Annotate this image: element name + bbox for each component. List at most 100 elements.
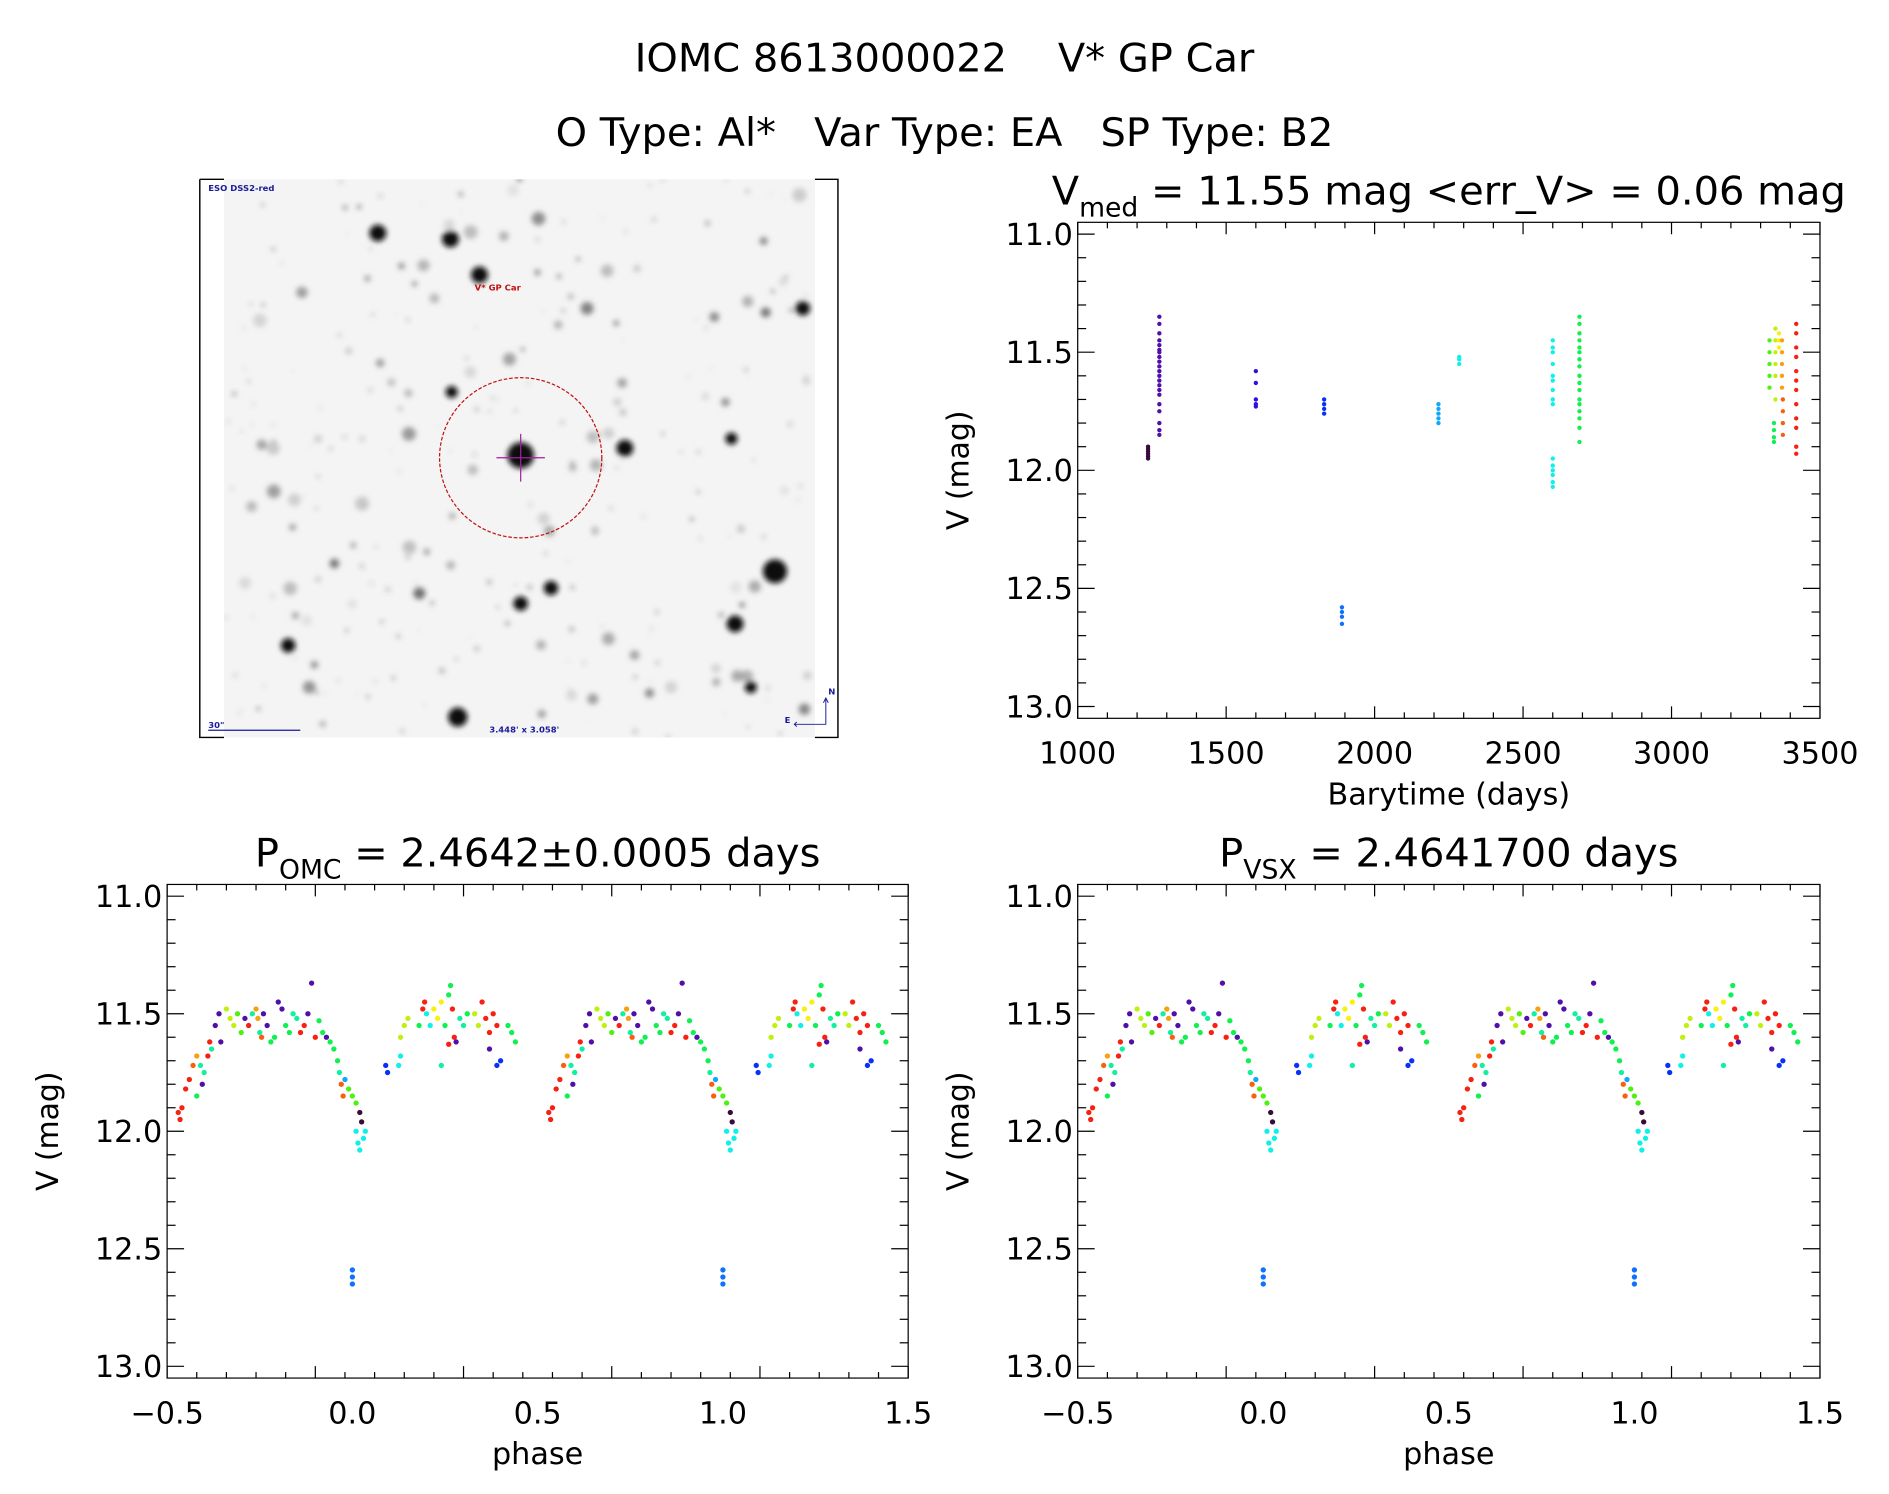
data-point [657, 1029, 663, 1036]
data-point [698, 1039, 704, 1045]
data-point [1577, 425, 1582, 430]
data-point [664, 1015, 670, 1022]
data-point [805, 1015, 811, 1022]
data-point [1110, 1081, 1116, 1087]
data-point [1253, 380, 1259, 386]
data-point [1635, 1128, 1641, 1134]
title-sub: OMC [279, 855, 342, 886]
data-point [1761, 999, 1767, 1005]
data-point [1524, 1015, 1530, 1022]
data-point [1141, 1022, 1148, 1029]
data-point [1157, 331, 1162, 336]
data-point [1208, 1029, 1214, 1036]
data-point [1618, 1069, 1625, 1076]
y-tick-label: 12.0 [1005, 454, 1072, 489]
data-point [1735, 1039, 1741, 1045]
data-point [1271, 1135, 1278, 1141]
data-point [1115, 1053, 1122, 1059]
data-point [1679, 1053, 1686, 1059]
data-point [1134, 1006, 1140, 1012]
data-point [479, 999, 485, 1005]
data-point [1104, 1093, 1111, 1099]
data-point [1641, 1119, 1647, 1125]
data-point [1769, 1046, 1775, 1052]
data-point [1097, 1076, 1103, 1083]
data-point [1345, 1015, 1352, 1022]
data-point [1157, 420, 1162, 426]
data-point [486, 1046, 493, 1052]
data-point [1527, 1022, 1534, 1029]
data-point [416, 1022, 422, 1029]
data-point [358, 1119, 365, 1125]
data-point [1780, 432, 1786, 438]
data-point [1794, 321, 1799, 327]
data-point [553, 1086, 559, 1092]
data-point [1776, 1022, 1782, 1029]
data-point [320, 1029, 326, 1036]
data-point [568, 1062, 574, 1069]
data-point [1757, 1022, 1764, 1029]
data-point [1145, 1011, 1151, 1017]
data-point [1746, 1011, 1753, 1017]
data-point [1613, 1046, 1619, 1052]
data-point [1119, 1046, 1125, 1052]
data-point [447, 982, 454, 989]
data-point [820, 1006, 826, 1012]
data-point [1631, 1267, 1638, 1273]
data-point [1550, 402, 1555, 407]
data-point [1568, 1029, 1574, 1036]
x-tick-label: 1.0 [1610, 1397, 1658, 1432]
x-axis-label: Barytime (days) [1328, 778, 1571, 813]
data-point [349, 1267, 356, 1273]
data-point [1546, 1022, 1552, 1029]
data-point [1423, 1039, 1430, 1045]
data-point [464, 1011, 470, 1017]
data-point [1577, 373, 1582, 378]
data-point [709, 1081, 715, 1087]
data-point [818, 982, 824, 989]
data-point [1550, 479, 1555, 485]
data-point [586, 1011, 593, 1017]
data-point [1253, 1076, 1259, 1083]
data-point [1483, 1069, 1489, 1076]
data-point [1773, 373, 1778, 378]
data-point [1577, 409, 1582, 414]
data-point [675, 1011, 682, 1017]
data-point [1157, 409, 1162, 414]
data-point [638, 1039, 645, 1045]
y-tick-label: 12.0 [95, 1115, 162, 1150]
data-point [812, 1022, 819, 1029]
star-field [224, 179, 812, 738]
data-point [1794, 451, 1799, 456]
data-point [723, 1128, 730, 1134]
data-point [1357, 992, 1363, 998]
data-point [1321, 397, 1327, 402]
data-point [1160, 1011, 1166, 1017]
data-point [1577, 345, 1582, 350]
data-point [1227, 1018, 1233, 1024]
data-point [1152, 1015, 1159, 1022]
data-point [1794, 378, 1799, 383]
x-axis-label: phase [1403, 1437, 1494, 1472]
data-point [483, 1015, 489, 1022]
y-tick-label: 12.5 [95, 1233, 162, 1268]
data-point [668, 1029, 674, 1036]
phase-plot-vsx: −0.5 0.0 0.5 1.0 1.5 11.0 11.5 12.0 12.5 13.0 phas… [942, 831, 1844, 1472]
data-point [349, 1093, 356, 1099]
data-point [1754, 1011, 1760, 1017]
data-point [190, 1062, 196, 1069]
data-point [631, 1011, 637, 1017]
data-point [1405, 1022, 1411, 1029]
y-tick-label: 13.0 [95, 1350, 162, 1385]
data-point [1535, 1006, 1541, 1012]
data-point [1537, 1015, 1543, 1022]
data-point [194, 1093, 200, 1099]
data-point [218, 1039, 224, 1045]
data-point [1157, 364, 1162, 369]
data-point [1420, 1029, 1426, 1036]
y-tick-label: 11.5 [1005, 998, 1072, 1033]
data-point [1112, 1069, 1118, 1076]
data-point [1771, 420, 1777, 426]
data-point [238, 1029, 244, 1036]
data-point [1550, 338, 1555, 343]
